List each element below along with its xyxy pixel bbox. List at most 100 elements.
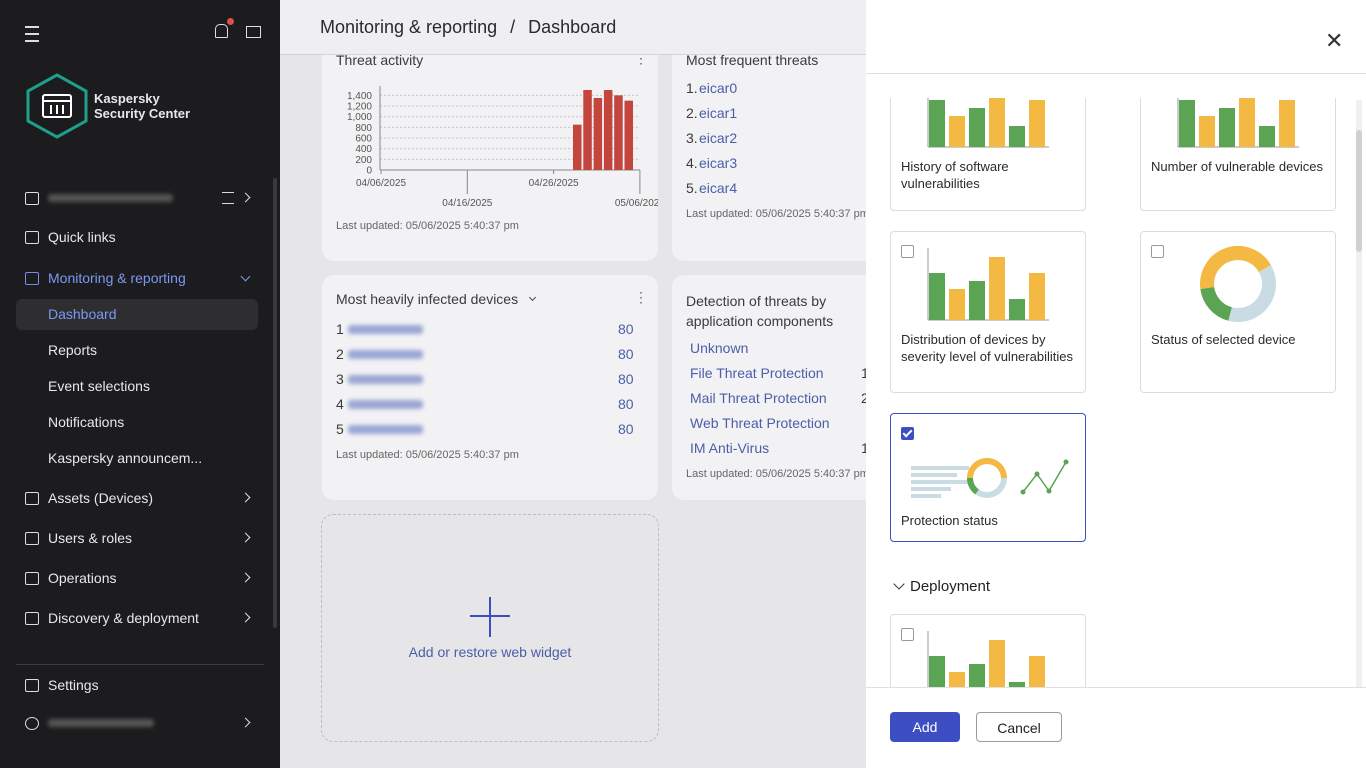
divider	[866, 73, 1366, 74]
add-button[interactable]: Add	[890, 712, 960, 742]
last-updated: Last updated: 05/06/2025 5:40:37 pm	[686, 468, 866, 480]
collapse-arrow[interactable]	[240, 271, 251, 282]
x-tick-label: 05/06/2025	[615, 198, 658, 209]
thumb-line	[911, 480, 969, 484]
component-link[interactable]: IM Anti-Virus	[690, 440, 770, 456]
section-chevron[interactable]	[893, 578, 905, 590]
nav-item[interactable]: Settings	[48, 677, 99, 693]
thumb-bar	[1199, 116, 1215, 147]
count[interactable]: 80	[618, 421, 634, 437]
threat-link[interactable]: eicar2	[699, 130, 738, 146]
count[interactable]: 80	[618, 371, 634, 387]
y-tick-label: 1,400	[347, 91, 372, 102]
divider	[866, 687, 1366, 688]
section-title[interactable]: Deployment	[910, 578, 991, 595]
component-link[interactable]: Web Threat Protection	[690, 415, 830, 431]
add-widget-label[interactable]: Add or restore web widget	[408, 644, 572, 660]
widget-menu[interactable]: ⋮	[634, 289, 648, 305]
scrollbar	[1356, 100, 1362, 687]
nav-item[interactable]: Assets (Devices)	[48, 490, 154, 506]
divider	[16, 664, 264, 665]
scrollbar-thumb	[1356, 130, 1362, 252]
thumb-bar	[949, 116, 965, 147]
brand-line: Security Center	[94, 106, 191, 121]
thumb-bar	[929, 656, 945, 687]
menu-icon[interactable]	[25, 26, 39, 42]
x-tick-label: 04/06/2025	[356, 178, 406, 189]
thumb-bar	[929, 273, 945, 320]
nav-item[interactable]: Discovery & deployment	[48, 610, 199, 626]
expand-arrow[interactable]	[240, 532, 251, 543]
threat-link[interactable]: eicar1	[699, 105, 738, 121]
component-link[interactable]: Unknown	[690, 340, 749, 356]
breadcrumb-current: Dashboard	[528, 17, 617, 37]
checkbox[interactable]	[901, 628, 914, 641]
widget-card[interactable]: Number of vulnerable devices	[1140, 98, 1336, 211]
thumb-arc	[967, 477, 979, 495]
count[interactable]: 80	[618, 346, 634, 362]
threat-link[interactable]: eicar0	[699, 80, 738, 96]
device-name-redacted[interactable]	[348, 375, 423, 384]
component-link[interactable]: Mail Threat Protection	[690, 390, 827, 406]
server-name-redacted	[48, 194, 173, 202]
breadcrumb[interactable]: Monitoring & reporting	[320, 17, 498, 37]
logo	[26, 73, 88, 139]
thumb-bar	[929, 100, 945, 147]
widget-frequent-threats: Most frequent threats 1. eicar0 2. eicar1 3.…	[672, 38, 866, 261]
docs-icon[interactable]	[246, 26, 261, 38]
brand: Kaspersky Security Center	[94, 91, 190, 121]
checkbox[interactable]	[1151, 245, 1164, 258]
add-widget[interactable]: Add or restore web widget	[321, 514, 659, 742]
submenu-item[interactable]: Notifications	[48, 414, 125, 430]
widget-card[interactable]	[890, 614, 1086, 687]
notifications-icon[interactable]	[215, 24, 228, 38]
thumb-bar	[1279, 100, 1295, 147]
bar	[583, 90, 592, 170]
rank: 2.	[686, 105, 698, 121]
widget-card[interactable]: Status of selected device	[1140, 231, 1336, 393]
device-name-redacted[interactable]	[348, 400, 423, 409]
nav-item-active[interactable]: Monitoring & reporting	[48, 270, 186, 286]
threat-link[interactable]: eicar4	[699, 180, 738, 196]
widget-thumbnail	[911, 458, 1069, 498]
expand-arrow[interactable]	[240, 612, 251, 623]
device-name-redacted[interactable]	[348, 425, 423, 434]
nav-item[interactable]: Operations	[48, 570, 117, 586]
nav-item[interactable]: Quick links	[48, 229, 116, 245]
submenu-item[interactable]: Event selections	[48, 378, 150, 394]
rank: 4.	[686, 155, 698, 171]
threat-link[interactable]: eicar3	[699, 155, 738, 171]
count[interactable]: 80	[618, 396, 634, 412]
submenu-item[interactable]: Dashboard	[48, 306, 117, 322]
dropdown-arrow[interactable]	[528, 293, 537, 302]
device-name-redacted[interactable]	[348, 350, 423, 359]
server-settings-icon[interactable]	[222, 192, 234, 204]
expand-arrow[interactable]	[240, 572, 251, 583]
rank: 5.	[686, 180, 698, 196]
bar	[624, 100, 633, 170]
last-updated: Last updated: 05/06/2025 5:40:37 pm	[336, 449, 519, 461]
widget-card[interactable]: Protection status	[890, 413, 1086, 542]
expand-arrow[interactable]	[240, 192, 251, 203]
checkbox[interactable]	[901, 245, 914, 258]
thumb-bar	[1259, 126, 1275, 147]
close-button[interactable]: ✕	[1325, 28, 1344, 53]
submenu-item[interactable]: Kaspersky announcem...	[48, 450, 203, 466]
server-icon	[25, 192, 39, 205]
bar	[614, 95, 623, 170]
device-name-redacted[interactable]	[348, 325, 423, 334]
expand-arrow[interactable]	[240, 717, 251, 728]
thumb-line	[911, 487, 951, 491]
count[interactable]: 80	[618, 321, 634, 337]
checkbox[interactable]	[901, 427, 914, 440]
component-link[interactable]: File Threat Protection	[690, 365, 824, 381]
expand-arrow[interactable]	[240, 492, 251, 503]
widget-list: History of software vulnerabilities Numbe…	[866, 98, 1354, 687]
cancel-button[interactable]: Cancel	[976, 712, 1062, 742]
submenu-item[interactable]: Reports	[48, 342, 98, 358]
widget-card[interactable]: History of software vulnerabilities	[890, 98, 1086, 211]
thumb-arc	[1200, 246, 1271, 289]
widget-title[interactable]: Most heavily infected devices	[336, 291, 519, 307]
widget-card[interactable]: Distribution of devices by severity leve…	[890, 231, 1086, 393]
nav-item[interactable]: Users & roles	[48, 530, 133, 546]
